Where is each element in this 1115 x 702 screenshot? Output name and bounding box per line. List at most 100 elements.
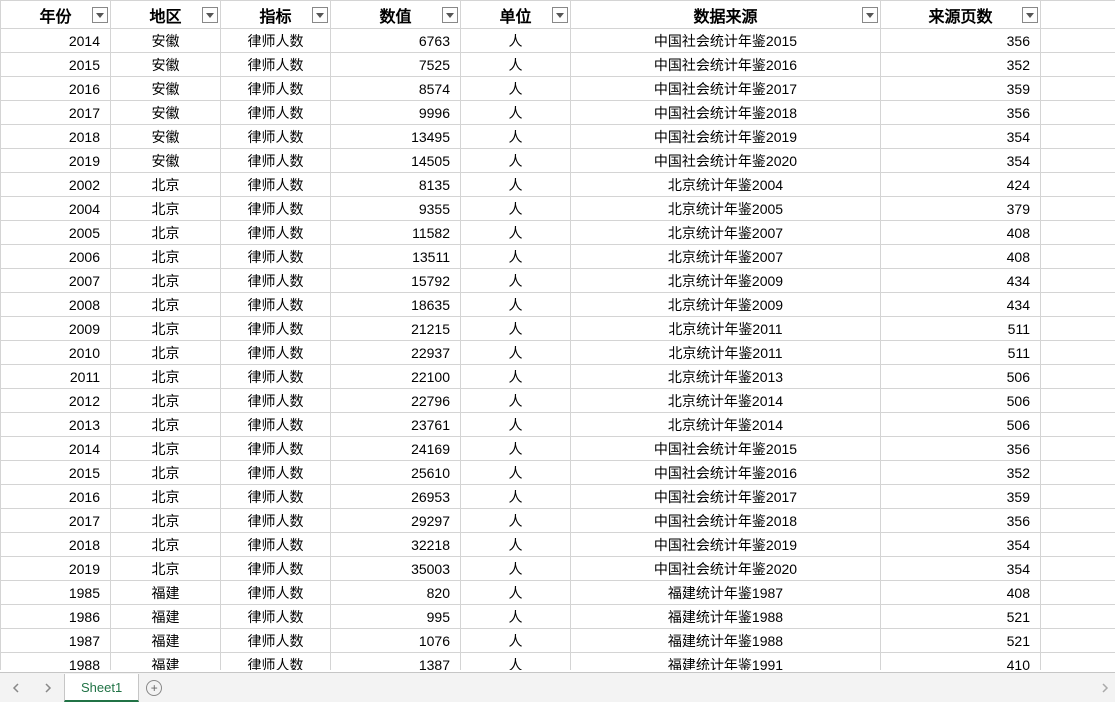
cell-year[interactable]: 2019 — [1, 149, 111, 173]
cell-value[interactable]: 35003 — [331, 557, 461, 581]
cell-source[interactable]: 中国社会统计年鉴2015 — [571, 29, 881, 53]
cell-page[interactable]: 359 — [881, 485, 1041, 509]
cell-year[interactable]: 2009 — [1, 317, 111, 341]
table-row[interactable]: 2004北京律师人数9355人北京统计年鉴2005379 — [1, 197, 1115, 221]
column-header-metric[interactable]: 指标 — [221, 1, 331, 29]
cell-unit[interactable]: 人 — [461, 125, 571, 149]
cell-page[interactable]: 410 — [881, 653, 1041, 671]
cell-year[interactable]: 2017 — [1, 509, 111, 533]
cell-metric[interactable]: 律师人数 — [221, 245, 331, 269]
cell-metric[interactable]: 律师人数 — [221, 437, 331, 461]
cell-source[interactable]: 北京统计年鉴2004 — [571, 173, 881, 197]
cell-unit[interactable]: 人 — [461, 317, 571, 341]
table-row[interactable]: 2019安徽律师人数14505人中国社会统计年鉴2020354 — [1, 149, 1115, 173]
cell-page[interactable]: 356 — [881, 29, 1041, 53]
table-row[interactable]: 2012北京律师人数22796人北京统计年鉴2014506 — [1, 389, 1115, 413]
cell-source[interactable]: 中国社会统计年鉴2018 — [571, 509, 881, 533]
cell-value[interactable]: 995 — [331, 605, 461, 629]
cell-unit[interactable]: 人 — [461, 365, 571, 389]
cell-unit[interactable]: 人 — [461, 149, 571, 173]
cell-region[interactable]: 北京 — [111, 245, 221, 269]
table-row[interactable]: 2005北京律师人数11582人北京统计年鉴2007408 — [1, 221, 1115, 245]
cell-metric[interactable]: 律师人数 — [221, 461, 331, 485]
filter-dropdown-icon[interactable] — [202, 7, 218, 23]
cell-region[interactable]: 北京 — [111, 509, 221, 533]
tab-nav-prev-icon[interactable] — [0, 673, 32, 702]
cell-value[interactable]: 11582 — [331, 221, 461, 245]
cell-region[interactable]: 北京 — [111, 293, 221, 317]
cell-source[interactable]: 福建统计年鉴1991 — [571, 653, 881, 671]
cell-source[interactable]: 中国社会统计年鉴2016 — [571, 53, 881, 77]
cell-source[interactable]: 北京统计年鉴2011 — [571, 341, 881, 365]
cell-region[interactable]: 北京 — [111, 437, 221, 461]
tabstrip-scroll-right-icon[interactable] — [1095, 683, 1115, 693]
cell-value[interactable]: 26953 — [331, 485, 461, 509]
cell-region[interactable]: 北京 — [111, 341, 221, 365]
column-header-value[interactable]: 数值 — [331, 1, 461, 29]
cell-year[interactable]: 2016 — [1, 77, 111, 101]
cell-region[interactable]: 北京 — [111, 557, 221, 581]
cell-region[interactable]: 安徽 — [111, 125, 221, 149]
cell-region[interactable]: 北京 — [111, 269, 221, 293]
cell-year[interactable]: 2014 — [1, 29, 111, 53]
filter-dropdown-icon[interactable] — [1022, 7, 1038, 23]
cell-region[interactable]: 北京 — [111, 221, 221, 245]
cell-metric[interactable]: 律师人数 — [221, 125, 331, 149]
cell-source[interactable]: 北京统计年鉴2013 — [571, 365, 881, 389]
cell-page[interactable]: 424 — [881, 173, 1041, 197]
table-row[interactable]: 2008北京律师人数18635人北京统计年鉴2009434 — [1, 293, 1115, 317]
cell-metric[interactable]: 律师人数 — [221, 29, 331, 53]
filter-dropdown-icon[interactable] — [92, 7, 108, 23]
cell-unit[interactable]: 人 — [461, 653, 571, 671]
table-row[interactable]: 2014北京律师人数24169人中国社会统计年鉴2015356 — [1, 437, 1115, 461]
column-header-page[interactable]: 来源页数 — [881, 1, 1041, 29]
filter-dropdown-icon[interactable] — [552, 7, 568, 23]
cell-page[interactable]: 379 — [881, 197, 1041, 221]
cell-unit[interactable]: 人 — [461, 605, 571, 629]
cell-value[interactable]: 9355 — [331, 197, 461, 221]
cell-unit[interactable]: 人 — [461, 77, 571, 101]
cell-page[interactable]: 506 — [881, 389, 1041, 413]
cell-metric[interactable]: 律师人数 — [221, 317, 331, 341]
cell-page[interactable]: 521 — [881, 629, 1041, 653]
cell-unit[interactable]: 人 — [461, 197, 571, 221]
table-row[interactable]: 2015安徽律师人数7525人中国社会统计年鉴2016352 — [1, 53, 1115, 77]
cell-unit[interactable]: 人 — [461, 221, 571, 245]
table-row[interactable]: 2006北京律师人数13511人北京统计年鉴2007408 — [1, 245, 1115, 269]
table-row[interactable]: 2016安徽律师人数8574人中国社会统计年鉴2017359 — [1, 77, 1115, 101]
cell-unit[interactable]: 人 — [461, 29, 571, 53]
cell-year[interactable]: 2007 — [1, 269, 111, 293]
cell-source[interactable]: 中国社会统计年鉴2019 — [571, 533, 881, 557]
cell-page[interactable]: 354 — [881, 533, 1041, 557]
cell-value[interactable]: 24169 — [331, 437, 461, 461]
cell-unit[interactable]: 人 — [461, 437, 571, 461]
cell-page[interactable]: 506 — [881, 365, 1041, 389]
cell-unit[interactable]: 人 — [461, 53, 571, 77]
cell-source[interactable]: 中国社会统计年鉴2019 — [571, 125, 881, 149]
cell-page[interactable]: 352 — [881, 53, 1041, 77]
cell-year[interactable]: 1988 — [1, 653, 111, 671]
cell-region[interactable]: 福建 — [111, 629, 221, 653]
cell-year[interactable]: 2014 — [1, 437, 111, 461]
cell-unit[interactable]: 人 — [461, 629, 571, 653]
cell-unit[interactable]: 人 — [461, 269, 571, 293]
cell-metric[interactable]: 律师人数 — [221, 101, 331, 125]
cell-region[interactable]: 安徽 — [111, 29, 221, 53]
cell-page[interactable]: 434 — [881, 293, 1041, 317]
cell-value[interactable]: 8135 — [331, 173, 461, 197]
cell-source[interactable]: 福建统计年鉴1987 — [571, 581, 881, 605]
cell-source[interactable]: 中国社会统计年鉴2017 — [571, 485, 881, 509]
cell-unit[interactable]: 人 — [461, 581, 571, 605]
cell-metric[interactable]: 律师人数 — [221, 389, 331, 413]
cell-source[interactable]: 中国社会统计年鉴2017 — [571, 77, 881, 101]
cell-year[interactable]: 2011 — [1, 365, 111, 389]
table-row[interactable]: 2016北京律师人数26953人中国社会统计年鉴2017359 — [1, 485, 1115, 509]
table-row[interactable]: 2009北京律师人数21215人北京统计年鉴2011511 — [1, 317, 1115, 341]
cell-value[interactable]: 25610 — [331, 461, 461, 485]
cell-value[interactable]: 18635 — [331, 293, 461, 317]
cell-region[interactable]: 北京 — [111, 389, 221, 413]
cell-page[interactable]: 352 — [881, 461, 1041, 485]
cell-unit[interactable]: 人 — [461, 485, 571, 509]
cell-value[interactable]: 22937 — [331, 341, 461, 365]
cell-source[interactable]: 北京统计年鉴2007 — [571, 221, 881, 245]
